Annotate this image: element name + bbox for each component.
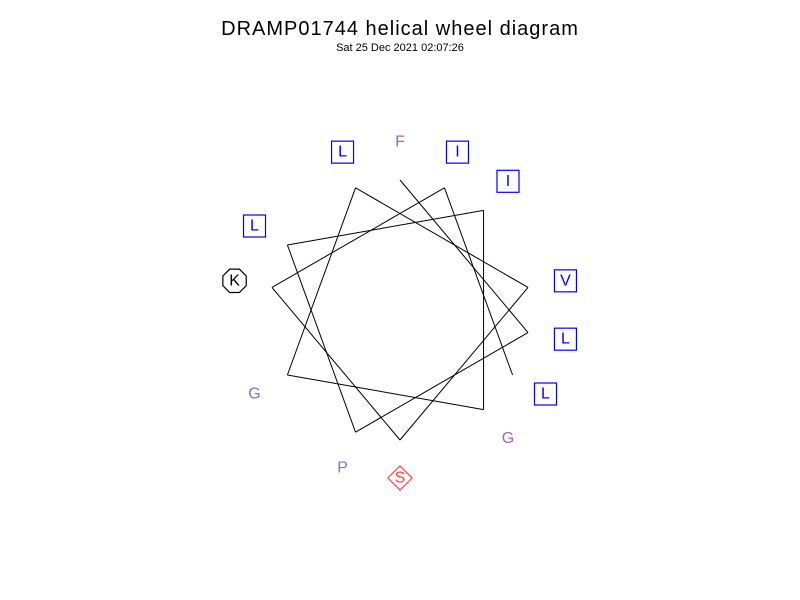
residue-label: G: [502, 430, 514, 447]
residue-label: L: [541, 386, 550, 403]
residue-label: F: [395, 134, 405, 151]
residue-label: L: [561, 331, 570, 348]
residue-label: G: [248, 386, 260, 403]
residue-label: I: [455, 144, 459, 161]
residue-label: S: [395, 470, 406, 487]
residue-label: I: [506, 173, 510, 190]
residue-label: P: [337, 459, 348, 476]
residue-label: V: [560, 272, 571, 289]
helical-wheel-diagram: F L P L I G G L V S K I L: [0, 0, 800, 600]
residue-label: L: [338, 144, 347, 161]
residue-label: L: [250, 218, 259, 235]
residue-label: K: [229, 272, 240, 289]
